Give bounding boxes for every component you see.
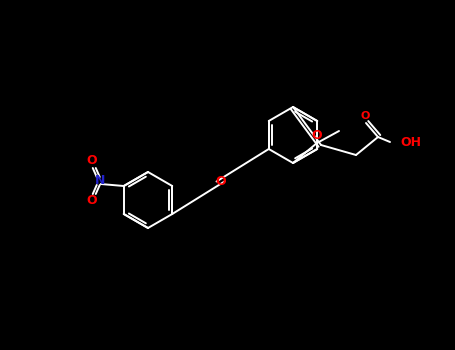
Text: O: O [360,111,369,121]
Text: O: O [215,175,226,188]
Text: O: O [86,154,97,168]
Text: O: O [86,195,97,208]
Text: N: N [95,175,105,188]
Text: OH: OH [400,135,421,148]
Text: O: O [312,129,322,142]
